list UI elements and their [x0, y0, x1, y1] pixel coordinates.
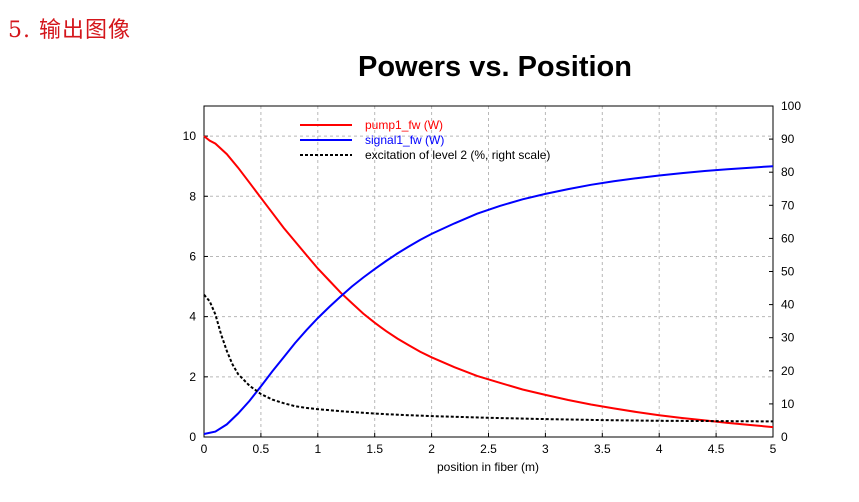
- x-tick-label: 1.5: [366, 442, 383, 456]
- grid-lines: [204, 106, 773, 437]
- x-tick-label: 0: [201, 442, 208, 456]
- axis-ticks: 0 0.5 1 1.5 2 2.5 3 3.5 4 4.5 50246810010203040506…: [183, 99, 802, 456]
- x-tick-label: 3: [542, 442, 549, 456]
- series-line-2: [203, 165, 774, 435]
- x-tick-label: 4: [656, 442, 663, 456]
- legend-label: pump1_fw (W): [365, 118, 443, 132]
- y-right-tick-label: 40: [781, 298, 795, 312]
- series-line-3: [203, 294, 774, 423]
- y-tick-label: 8: [189, 189, 196, 203]
- x-tick-label: 0.5: [253, 442, 270, 456]
- x-tick-label: 3.5: [594, 442, 611, 456]
- legend-label: signal1_fw (W): [365, 133, 444, 147]
- y-right-tick-label: 0: [781, 430, 788, 444]
- y-right-tick-label: 20: [781, 364, 795, 378]
- series-lines: [203, 135, 774, 435]
- legend-label: excitation of level 2 (%, right scale): [365, 148, 550, 162]
- y-tick-label: 10: [183, 129, 197, 143]
- series-line-1: [203, 135, 774, 429]
- y-right-tick-label: 100: [781, 99, 801, 113]
- y-right-tick-label: 50: [781, 265, 795, 279]
- y-tick-label: 0: [189, 430, 196, 444]
- chart-title: Powers vs. Position: [358, 51, 632, 83]
- y-tick-label: 6: [189, 249, 196, 263]
- x-tick-label: 4.5: [708, 442, 725, 456]
- x-tick-label: 1: [314, 442, 321, 456]
- legend: pump1_fw (W)signal1_fw (W)excitation of …: [300, 118, 550, 162]
- y-right-tick-label: 80: [781, 165, 795, 179]
- y-tick-label: 4: [189, 310, 196, 324]
- y-right-tick-label: 10: [781, 397, 795, 411]
- x-tick-label: 2.5: [480, 442, 497, 456]
- y-right-tick-label: 60: [781, 231, 795, 245]
- y-right-tick-label: 30: [781, 331, 795, 345]
- x-tick-label: 2: [428, 442, 435, 456]
- y-right-tick-label: 70: [781, 198, 795, 212]
- section-heading: 5. 输出图像: [8, 18, 131, 43]
- y-tick-label: 2: [189, 370, 196, 384]
- x-tick-label: 5: [770, 442, 777, 456]
- y-right-tick-label: 90: [781, 132, 795, 146]
- x-axis-label: position in fiber (m): [437, 460, 539, 474]
